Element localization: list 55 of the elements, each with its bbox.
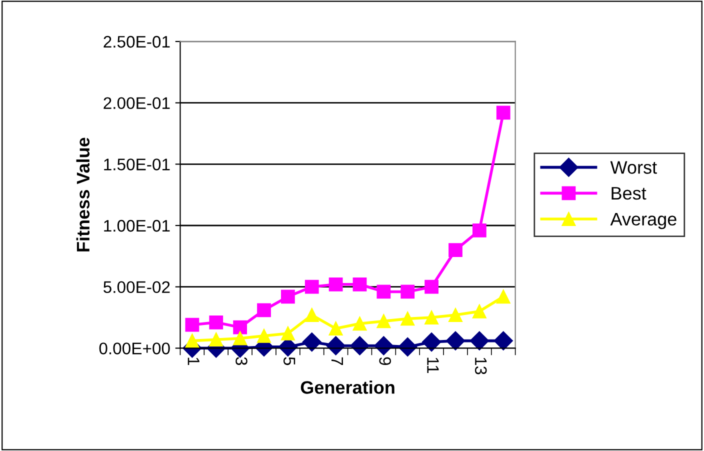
x-tick-label: 3 bbox=[236, 357, 248, 366]
point bbox=[185, 334, 200, 348]
point bbox=[472, 304, 486, 318]
x-tick-label: 13 bbox=[474, 358, 487, 374]
point bbox=[257, 328, 271, 343]
x-tick-label: 1 bbox=[188, 358, 200, 365]
legend-label: Average bbox=[610, 212, 676, 230]
point bbox=[400, 312, 415, 326]
legend-label: Best bbox=[612, 187, 646, 200]
y-tick-label: 1.00E-01 bbox=[104, 220, 170, 232]
point bbox=[424, 280, 438, 294]
x-tick-label: 5 bbox=[283, 357, 296, 366]
y-axis-title: Fitness Value bbox=[76, 138, 90, 252]
point bbox=[448, 308, 462, 322]
point bbox=[302, 332, 322, 352]
y-tick-label: 5.00E-02 bbox=[104, 281, 170, 294]
point bbox=[280, 326, 295, 340]
y-tick-label: 1.50E-01 bbox=[104, 158, 170, 170]
y-tick-label: 2.00E-01 bbox=[104, 97, 170, 110]
point bbox=[470, 331, 489, 350]
point bbox=[326, 336, 346, 356]
point bbox=[185, 318, 200, 332]
x-tick-label: 9 bbox=[379, 357, 392, 365]
point bbox=[446, 331, 466, 350]
x-tick-label: 7 bbox=[332, 357, 343, 365]
point bbox=[374, 336, 394, 356]
point bbox=[304, 280, 319, 294]
point bbox=[280, 290, 295, 304]
point bbox=[352, 316, 367, 331]
point bbox=[398, 337, 418, 356]
x-axis-title: Generation bbox=[300, 380, 394, 394]
point bbox=[496, 290, 510, 304]
point bbox=[209, 315, 224, 330]
x-tick-label: 11 bbox=[427, 358, 439, 373]
point bbox=[328, 277, 343, 292]
point bbox=[233, 320, 248, 334]
point bbox=[376, 314, 391, 328]
point bbox=[422, 332, 442, 352]
point bbox=[233, 331, 248, 346]
point bbox=[400, 284, 415, 299]
point bbox=[350, 336, 370, 356]
point bbox=[257, 303, 271, 318]
point bbox=[209, 332, 224, 347]
y-tick-label: 2.50E-01 bbox=[104, 36, 170, 48]
legend-label: Worst bbox=[610, 161, 657, 174]
y-tick-label: 0.00E+00 bbox=[99, 342, 170, 354]
point bbox=[472, 223, 486, 238]
point bbox=[328, 322, 343, 336]
point bbox=[352, 277, 367, 292]
point bbox=[376, 284, 391, 299]
point bbox=[496, 106, 510, 120]
point bbox=[424, 310, 438, 324]
point bbox=[304, 308, 319, 322]
point bbox=[494, 331, 513, 350]
point bbox=[448, 243, 462, 257]
